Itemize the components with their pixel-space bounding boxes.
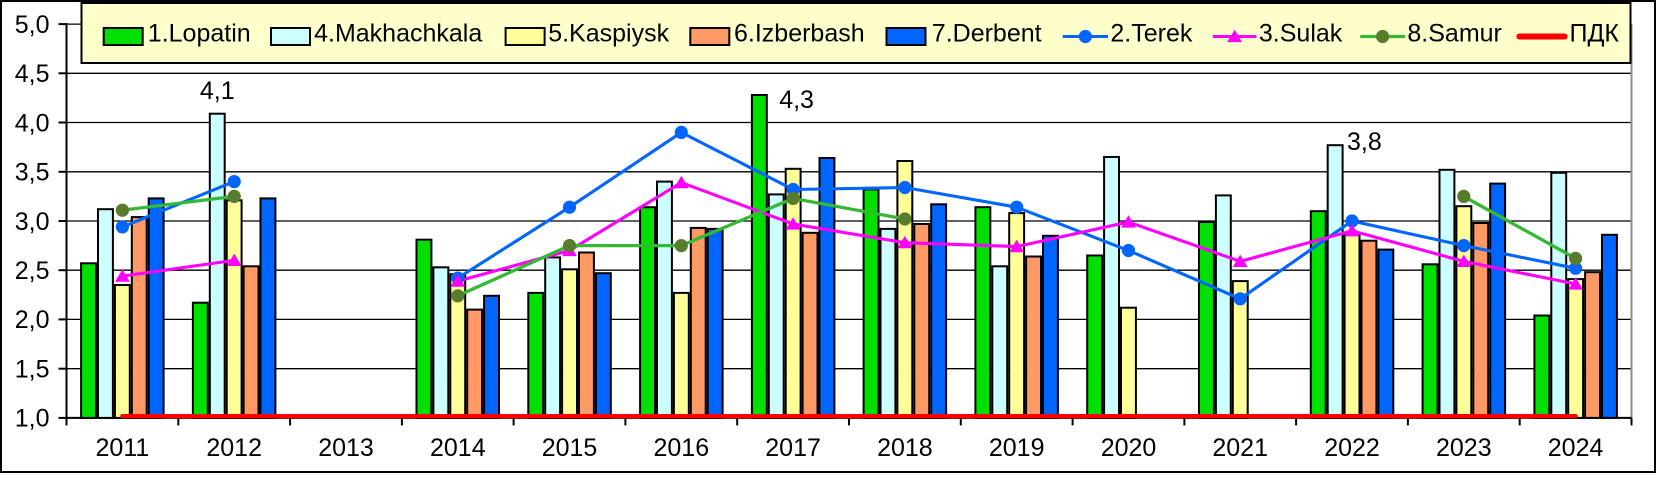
svg-text:3,0: 3,0: [15, 208, 50, 236]
svg-text:2,0: 2,0: [15, 306, 50, 334]
svg-text:8.Samur: 8.Samur: [1407, 20, 1501, 48]
svg-text:2017: 2017: [765, 434, 821, 462]
svg-text:5.Kaspiysk: 5.Kaspiysk: [548, 20, 669, 48]
svg-text:4,5: 4,5: [15, 60, 50, 88]
svg-text:3,5: 3,5: [15, 159, 50, 187]
svg-text:2015: 2015: [542, 434, 598, 462]
svg-text:1,5: 1,5: [15, 356, 50, 384]
svg-text:4,0: 4,0: [15, 109, 50, 137]
svg-text:2020: 2020: [1101, 434, 1157, 462]
svg-text:2023: 2023: [1436, 434, 1492, 462]
svg-text:6.Izberbash: 6.Izberbash: [734, 20, 865, 48]
svg-text:4,1: 4,1: [200, 77, 235, 105]
svg-text:2022: 2022: [1324, 434, 1380, 462]
svg-text:2016: 2016: [653, 434, 709, 462]
svg-text:7.Derbent: 7.Derbent: [932, 20, 1042, 48]
svg-text:2013: 2013: [318, 434, 374, 462]
svg-text:3.Sulak: 3.Sulak: [1259, 20, 1343, 48]
svg-text:4,3: 4,3: [779, 86, 814, 114]
svg-text:2024: 2024: [1548, 434, 1604, 462]
svg-text:3,8: 3,8: [1347, 128, 1382, 156]
svg-text:2021: 2021: [1212, 434, 1268, 462]
svg-text:2014: 2014: [430, 434, 486, 462]
svg-text:2012: 2012: [206, 434, 262, 462]
svg-text:1.Lopatin: 1.Lopatin: [148, 20, 251, 48]
svg-text:ПДК: ПДК: [1570, 20, 1620, 48]
svg-text:2,5: 2,5: [15, 257, 50, 285]
svg-text:2011: 2011: [96, 434, 150, 462]
svg-text:1,0: 1,0: [15, 405, 50, 433]
svg-text:2.Terek: 2.Terek: [1110, 20, 1192, 48]
svg-text:2019: 2019: [989, 434, 1045, 462]
svg-text:4.Makhachkala: 4.Makhachkala: [314, 20, 482, 48]
svg-text:2018: 2018: [877, 434, 933, 462]
svg-text:5,0: 5,0: [15, 11, 50, 39]
